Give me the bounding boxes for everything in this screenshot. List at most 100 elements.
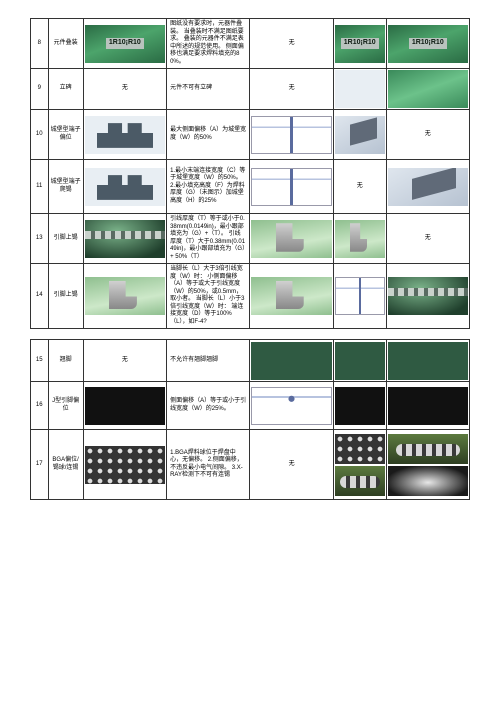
row-name: J型引脚偏位 (48, 382, 83, 430)
figure-placeholder (388, 387, 468, 425)
row-number: 10 (31, 110, 49, 160)
figure-placeholder (251, 116, 331, 154)
tables-wrap: 8元件叠装 图纸没有要求时，元器件叠装。 当叠装时不满足图纸要求。 叠装的元器件不… (30, 18, 470, 500)
col6-image-stack (333, 430, 386, 500)
col4-text: 不允许有翘脚翘脚 (167, 340, 250, 382)
row-number: 13 (31, 214, 49, 264)
figure-placeholder (335, 342, 385, 380)
figure-placeholder (335, 434, 385, 464)
row-number: 15 (31, 340, 49, 382)
col3-text: 无 (83, 69, 166, 110)
col4-text: 1.最小末端连接宽度（C）等于城堡宽度（W）的50%。 2.最小填充高度（F）为… (167, 160, 250, 214)
figure-placeholder (388, 434, 468, 464)
col6-text: 无 (333, 160, 386, 214)
row-number: 16 (31, 382, 49, 430)
figure-placeholder (335, 220, 385, 258)
col3-image (83, 264, 166, 329)
col5-image (250, 264, 333, 329)
col7-image (386, 160, 469, 214)
table-row: 16J型引脚偏位 侧面偏移（A）等于或小于引线宽度（W）的25%。 (31, 382, 470, 430)
figure-placeholder (388, 70, 468, 108)
figure-placeholder (251, 168, 331, 206)
figure-placeholder (85, 25, 165, 63)
col3-image (83, 110, 166, 160)
figure-placeholder (388, 277, 468, 315)
row-name: 元件叠装 (48, 19, 83, 69)
col7-image (386, 69, 469, 110)
col5-text: 无 (250, 430, 333, 500)
col7-image (386, 264, 469, 329)
col4-text: 当脚长（L）大于3倍引线宽度（W）时： 小侧面偏移（A）等于或大于引线宽度（W）… (167, 264, 250, 329)
col7-image (386, 19, 469, 69)
row-name: 城堡型端子偏位 (48, 110, 83, 160)
col7-text: 无 (386, 214, 469, 264)
col6-image (333, 19, 386, 69)
col5-image (250, 340, 333, 382)
col6-image (333, 340, 386, 382)
figure-placeholder (388, 25, 468, 63)
figure-placeholder (251, 387, 331, 425)
col3-text: 无 (83, 340, 166, 382)
figure-placeholder (335, 116, 385, 154)
table-row: 11城堡型端子爬锡 1.最小末端连接宽度（C）等于城堡宽度（W）的50%。 2.最… (31, 160, 470, 214)
col4-text: 侧面偏移（A）等于或小于引线宽度（W）的25%。 (167, 382, 250, 430)
table-row: 14引脚上锡 当脚长（L）大于3倍引线宽度（W）时： 小侧面偏移（A）等于或大于引… (31, 264, 470, 329)
row-name: 翘脚 (48, 340, 83, 382)
figure-placeholder (335, 25, 385, 63)
figure-placeholder (85, 168, 165, 206)
figure-placeholder (251, 342, 331, 380)
figure-placeholder (335, 466, 385, 496)
col3-image (83, 214, 166, 264)
col5-text: 无 (250, 19, 333, 69)
col4-text: 图纸没有要求时，元器件叠装。 当叠装时不满足图纸要求。 叠装的元器件不满足表中所… (167, 19, 250, 69)
col7-image (386, 382, 469, 430)
figure-placeholder (335, 277, 385, 315)
col5-image (250, 214, 333, 264)
figure-placeholder (388, 466, 468, 496)
col3-image (83, 430, 166, 500)
row-name: BGA偏位/锡球/连锡 (48, 430, 83, 500)
table-row: 15翘脚无不允许有翘脚翘脚 (31, 340, 470, 382)
row-number: 17 (31, 430, 49, 500)
table-row: 9立碑无元件不可有立碑无 (31, 69, 470, 110)
col3-image (83, 160, 166, 214)
spec-table: 8元件叠装 图纸没有要求时，元器件叠装。 当叠装时不满足图纸要求。 叠装的元器件不… (30, 18, 470, 329)
figure-placeholder (335, 70, 385, 108)
figure-placeholder (388, 168, 468, 206)
col5-image (250, 160, 333, 214)
row-number: 8 (31, 19, 49, 69)
col6-image (333, 69, 386, 110)
col5-image (250, 110, 333, 160)
table-row: 17BGA偏位/锡球/连锡 1.BGA焊料球位于焊盘中心，无偏移。 2.侧面偏移，… (31, 430, 470, 500)
row-number: 14 (31, 264, 49, 329)
row-name: 立碑 (48, 69, 83, 110)
table-row: 13引脚上锡 引线厚度（T）等于或小于0.38mm(0.0149in)，最小跟部填… (31, 214, 470, 264)
col3-image (83, 382, 166, 430)
col5-text: 无 (250, 69, 333, 110)
col6-image (333, 264, 386, 329)
row-name: 引脚上锡 (48, 214, 83, 264)
table-row: 10城堡型端子偏位最大侧面偏移（A）为城堡宽度（W）的50%无 (31, 110, 470, 160)
row-number: 9 (31, 69, 49, 110)
figure-placeholder (251, 220, 331, 258)
col7-text: 无 (386, 110, 469, 160)
col3-image (83, 19, 166, 69)
figure-placeholder (251, 277, 331, 315)
figure-placeholder (388, 342, 468, 380)
row-name: 城堡型端子爬锡 (48, 160, 83, 214)
col5-image (250, 382, 333, 430)
col7-image (386, 340, 469, 382)
figure-placeholder (85, 387, 165, 425)
row-name: 引脚上锡 (48, 264, 83, 329)
figure-placeholder (85, 446, 165, 484)
table-row: 8元件叠装 图纸没有要求时，元器件叠装。 当叠装时不满足图纸要求。 叠装的元器件不… (31, 19, 470, 69)
col6-image (333, 110, 386, 160)
row-number: 11 (31, 160, 49, 214)
col4-text: 1.BGA焊料球位于焊盘中心，无偏移。 2.侧面偏移，不违反最小电气间隙。 3.… (167, 430, 250, 500)
col6-image (333, 214, 386, 264)
figure-placeholder (85, 277, 165, 315)
col4-text: 引线厚度（T）等于或小于0.38mm(0.0149in)，最小跟部填充为（G）+… (167, 214, 250, 264)
spec-table: 15翘脚无不允许有翘脚翘脚16J型引脚偏位侧面偏移（A）等于或小于引线宽度（W）… (30, 339, 470, 500)
figure-placeholder (335, 387, 385, 425)
col6-image (333, 382, 386, 430)
